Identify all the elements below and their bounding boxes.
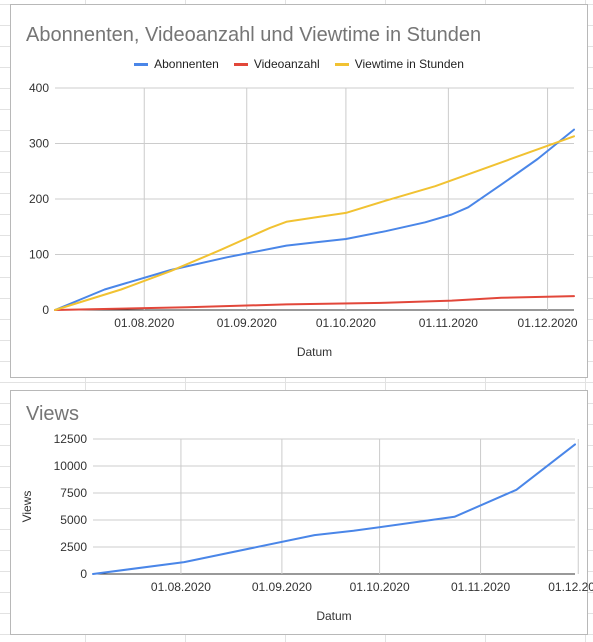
x-tick-label: 01.09.2020 [252, 580, 312, 594]
legend-label: Viewtime in Stunden [354, 57, 464, 71]
x-axis-title: Datum [316, 609, 351, 623]
y-tick-label: 200 [29, 192, 49, 206]
series-line-viewtime-in-stunden [54, 135, 575, 311]
y-tick-label: 300 [29, 137, 49, 151]
x-tick-label: 01.12.2020 [548, 580, 593, 594]
y-tick-label: 10000 [54, 459, 88, 473]
y-tick-label: 2500 [60, 540, 87, 554]
legend-swatch [134, 62, 149, 66]
series-line-views [92, 443, 576, 575]
series-line-abonnenten [54, 128, 575, 311]
x-tick-label: 01.08.2020 [151, 580, 211, 594]
x-tick-label: 01.09.2020 [217, 316, 277, 330]
y-tick-label: 100 [29, 248, 49, 262]
series-line-videoanzahl [54, 295, 575, 311]
x-tick-label: 01.10.2020 [350, 580, 410, 594]
chart-title: Abonnenten, Videoanzahl und Viewtime in … [26, 24, 482, 46]
legend-item-videoanzahl[interactable]: Videoanzahl [233, 57, 320, 71]
y-axis-title: Views [20, 491, 34, 523]
chart-plot-area: 0 2500 5000 7500 10000 12500 01.08.2020 01.09.2… [20, 432, 593, 623]
y-tick-label: 12500 [54, 432, 88, 446]
legend-item-viewtime[interactable]: Viewtime in Stunden [334, 57, 464, 71]
x-tick-label: 01.12.2020 [518, 316, 578, 330]
x-tick-label: 01.11.2020 [419, 316, 478, 330]
x-tick-label: 01.10.2020 [316, 316, 376, 330]
legend-item-abonnenten[interactable]: Abonnenten [134, 57, 219, 71]
y-tick-label: 0 [80, 567, 87, 581]
chart-title: Views [26, 403, 79, 425]
y-tick-label: 5000 [60, 513, 87, 527]
legend-label: Abonnenten [154, 57, 219, 71]
chart-card-views: Views 0 2500 5000 7500 10000 12500 01.08.2020 0… [10, 390, 593, 635]
y-tick-label: 7500 [60, 486, 87, 500]
x-tick-label: 01.11.2020 [451, 580, 510, 594]
legend: Abonnenten Videoanzahl Viewtime in Stund… [11, 57, 587, 71]
chart-card-subscribers: Abonnenten, Videoanzahl und Viewtime in … [10, 4, 588, 378]
legend-swatch [334, 62, 349, 66]
chart-plot-area: 0 100 200 300 400 01.08.2020 01.09.2020 01.10.2… [29, 81, 578, 359]
y-tick-label: 0 [42, 303, 49, 317]
legend-label: Videoanzahl [253, 57, 320, 71]
legend-swatch [233, 62, 248, 66]
x-tick-label: 01.08.2020 [114, 316, 174, 330]
x-axis-title: Datum [297, 345, 332, 359]
y-tick-label: 400 [29, 81, 49, 95]
